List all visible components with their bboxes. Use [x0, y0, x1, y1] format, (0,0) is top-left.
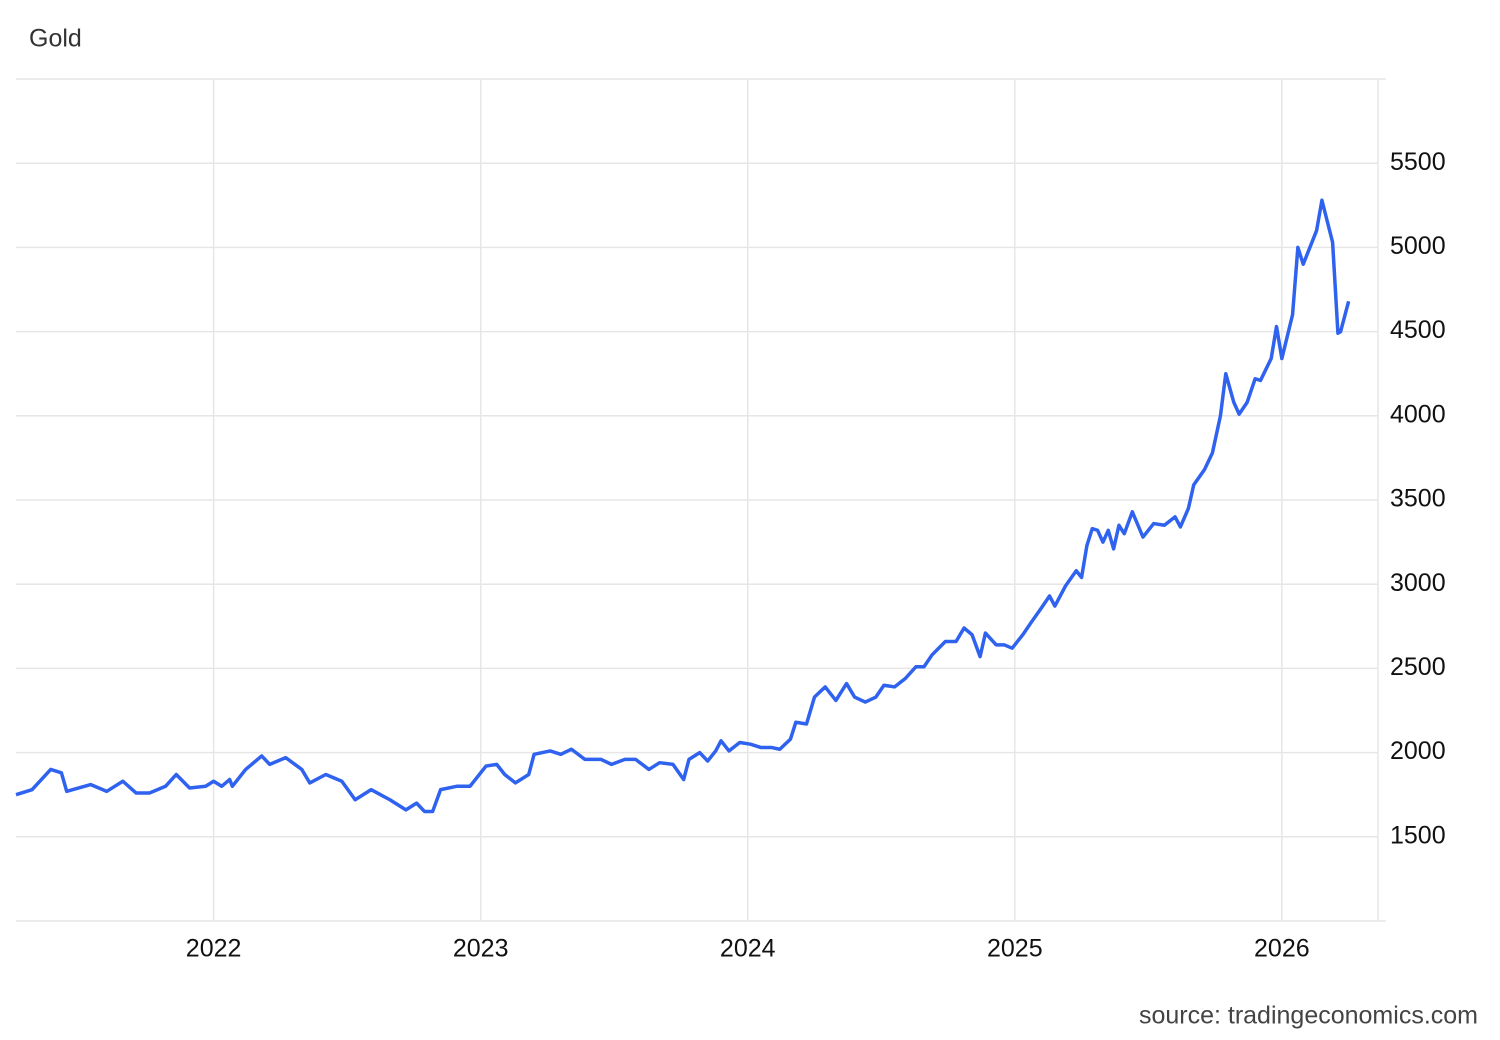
y-tick-label: 2000 [1390, 737, 1446, 765]
x-tick-label: 2026 [1254, 935, 1310, 963]
source-note: source: tradingeconomics.com [1139, 1002, 1478, 1030]
x-tick-label: 2025 [987, 935, 1043, 963]
y-tick-label: 4000 [1390, 400, 1446, 428]
x-tick-label: 2022 [186, 935, 242, 963]
y-tick-label: 1500 [1390, 821, 1446, 849]
price-line [15, 198, 1351, 814]
x-tick-label: 2023 [453, 935, 509, 963]
y-tick-label: 5500 [1390, 148, 1446, 176]
y-tick-label: 3500 [1390, 485, 1446, 513]
chart-title: Gold [29, 25, 82, 53]
y-tick-label: 4500 [1390, 316, 1446, 344]
y-tick-label: 2500 [1390, 653, 1446, 681]
y-tick-label: 3000 [1390, 569, 1446, 597]
y-tick-label: 5000 [1390, 232, 1446, 260]
x-tick-label: 2024 [720, 935, 776, 963]
